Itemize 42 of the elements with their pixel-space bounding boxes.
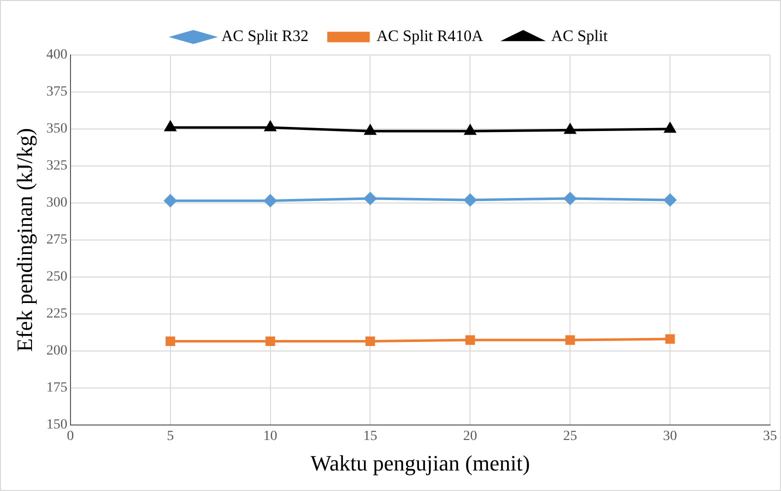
point [464, 124, 476, 135]
y-tick-label: 325 [46, 158, 68, 174]
y-tick-label: 375 [46, 84, 68, 100]
point [166, 336, 176, 346]
point [164, 194, 177, 207]
x-tick-label: 15 [363, 428, 378, 444]
x-tick-label: 20 [463, 428, 478, 444]
point [365, 336, 376, 346]
point [664, 122, 676, 133]
point [266, 336, 276, 346]
point [264, 121, 276, 132]
x-tick-label: 10 [263, 428, 278, 444]
point [465, 335, 475, 345]
y-axis-title: Efek pendinginan (kJ/kg) [12, 128, 37, 352]
y-tick-label: 225 [46, 306, 68, 322]
x-tick-label: 5 [166, 428, 174, 444]
legend-label: AC Split [551, 28, 608, 46]
y-tick-label: 400 [46, 48, 68, 63]
point [164, 121, 176, 132]
legend-label: AC Split R410A [376, 28, 484, 46]
point [665, 334, 675, 344]
y-tick-label: 350 [46, 122, 68, 137]
y-tick-label: 175 [46, 380, 68, 396]
point [565, 335, 575, 345]
x-tick-label: 0 [66, 428, 74, 444]
y-tick-label: 300 [46, 196, 68, 211]
y-tick-label: 275 [46, 232, 68, 248]
point [664, 194, 676, 206]
y-tick-label: 150 [46, 417, 68, 432]
point [364, 192, 376, 205]
y-tick-label: 250 [46, 270, 68, 285]
point [364, 124, 376, 135]
point [564, 124, 576, 134]
point [264, 194, 277, 207]
legend-label: AC Split R32 [221, 28, 308, 46]
x-tick-label: 35 [763, 428, 777, 444]
x-tick-label: 25 [563, 428, 578, 444]
point [564, 192, 576, 205]
y-tick-label: 200 [46, 344, 68, 359]
point [464, 194, 476, 206]
x-tick-label: 30 [663, 428, 678, 444]
x-axis-title: Waktu pengujian (menit) [310, 450, 530, 476]
